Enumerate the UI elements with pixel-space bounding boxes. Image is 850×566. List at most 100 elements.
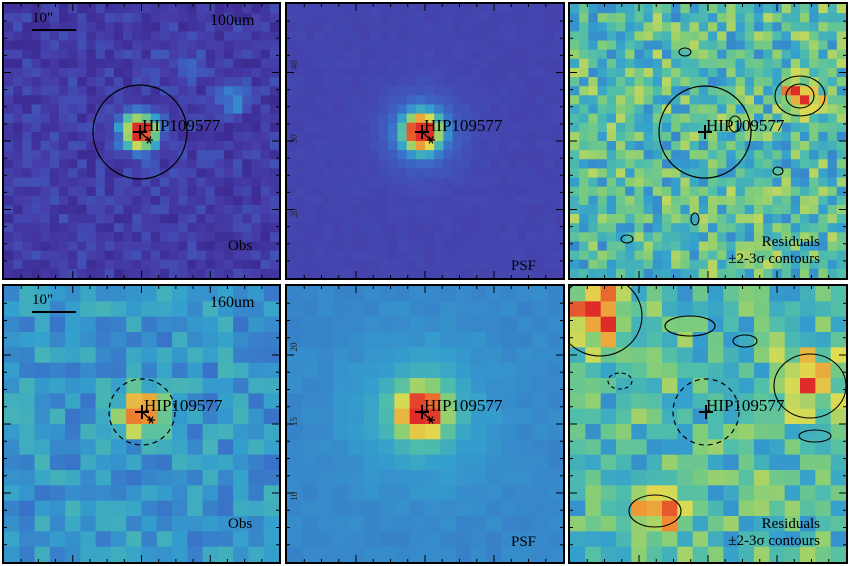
pixel — [579, 86, 589, 96]
pixel — [763, 259, 773, 270]
pixel — [434, 31, 444, 42]
pixel — [643, 58, 654, 69]
offset-line — [141, 411, 152, 421]
pixel — [269, 177, 279, 188]
pixel — [13, 259, 23, 270]
pixel — [159, 268, 170, 278]
pixel — [455, 378, 472, 394]
pixel — [156, 378, 173, 394]
pixel — [342, 159, 352, 169]
pixel — [123, 223, 133, 233]
sigma-contour — [728, 115, 742, 133]
residuals-label-line2: ±2-3σ contours — [728, 533, 820, 549]
pixel — [836, 104, 846, 115]
pixel — [815, 485, 832, 502]
pixel — [800, 268, 810, 278]
pixel — [600, 516, 617, 532]
pixel — [616, 168, 626, 179]
pixel — [790, 268, 801, 278]
pixel — [110, 485, 127, 502]
pixel — [4, 141, 14, 151]
pixel — [818, 214, 829, 224]
pixel — [49, 485, 66, 502]
pixel — [643, 250, 654, 261]
pixel — [159, 104, 170, 115]
pixel — [769, 546, 786, 562]
pixel — [379, 131, 389, 142]
pixel — [397, 131, 408, 142]
pixel — [379, 177, 389, 188]
pixel — [233, 58, 243, 69]
target-label: HIP109577 — [424, 396, 503, 415]
pixel — [425, 439, 441, 456]
pixel — [434, 4, 444, 14]
pixel — [501, 408, 518, 425]
axis-ticks — [570, 286, 846, 562]
pixel — [287, 150, 297, 160]
pixel — [671, 241, 681, 252]
pixel — [652, 86, 663, 96]
pixel — [597, 4, 608, 14]
pixel — [535, 31, 546, 42]
pixel — [342, 31, 352, 42]
pixel — [461, 259, 472, 270]
pixel — [535, 86, 546, 96]
pixel — [351, 104, 362, 115]
pixel — [369, 22, 380, 32]
pixel — [616, 286, 632, 302]
pixel — [616, 516, 632, 532]
pixel — [95, 13, 106, 23]
pixel — [34, 424, 51, 440]
pixel — [132, 241, 143, 252]
pixel — [31, 195, 42, 206]
pixel — [781, 195, 792, 206]
pixel — [196, 113, 207, 124]
pixel — [159, 4, 170, 14]
pixel — [836, 195, 846, 206]
pixel — [397, 104, 408, 115]
pixel — [689, 232, 700, 243]
pixel — [287, 286, 303, 302]
pixel — [606, 113, 617, 124]
pixel — [726, 268, 737, 278]
panel-100um-residual: HIP109577 Residuals ±2-3σ contours — [568, 2, 848, 280]
pixel — [217, 316, 234, 333]
pixel — [214, 31, 225, 42]
pixel — [123, 104, 133, 115]
pixel — [95, 268, 106, 278]
pixel — [809, 122, 819, 133]
pixel — [77, 67, 88, 78]
pixel — [662, 470, 678, 486]
pixel — [141, 22, 152, 32]
pixel — [544, 268, 555, 278]
pixel — [680, 259, 691, 270]
pixel — [305, 250, 316, 261]
pixel — [570, 485, 586, 502]
pixel — [4, 259, 14, 270]
pixel — [260, 131, 271, 142]
pixel — [333, 259, 343, 270]
pixel — [123, 150, 133, 160]
pixel — [434, 177, 444, 188]
pixel — [49, 122, 60, 133]
pixel — [625, 150, 635, 160]
pixel — [202, 378, 219, 394]
pixel — [22, 22, 33, 32]
pixel — [305, 204, 316, 215]
pixel — [818, 31, 829, 42]
pixel — [317, 408, 334, 425]
pixel — [224, 204, 234, 215]
pixel — [379, 122, 389, 133]
pixel — [553, 214, 563, 224]
pixel — [452, 122, 463, 133]
pixel — [379, 186, 389, 197]
pixel — [471, 286, 487, 302]
pixel — [738, 531, 755, 548]
pixel — [314, 113, 325, 124]
pixel — [233, 4, 243, 14]
pixel — [818, 150, 829, 160]
pixel — [141, 113, 152, 124]
pixel — [95, 470, 112, 486]
pixel — [65, 347, 81, 364]
pixel — [708, 232, 718, 243]
